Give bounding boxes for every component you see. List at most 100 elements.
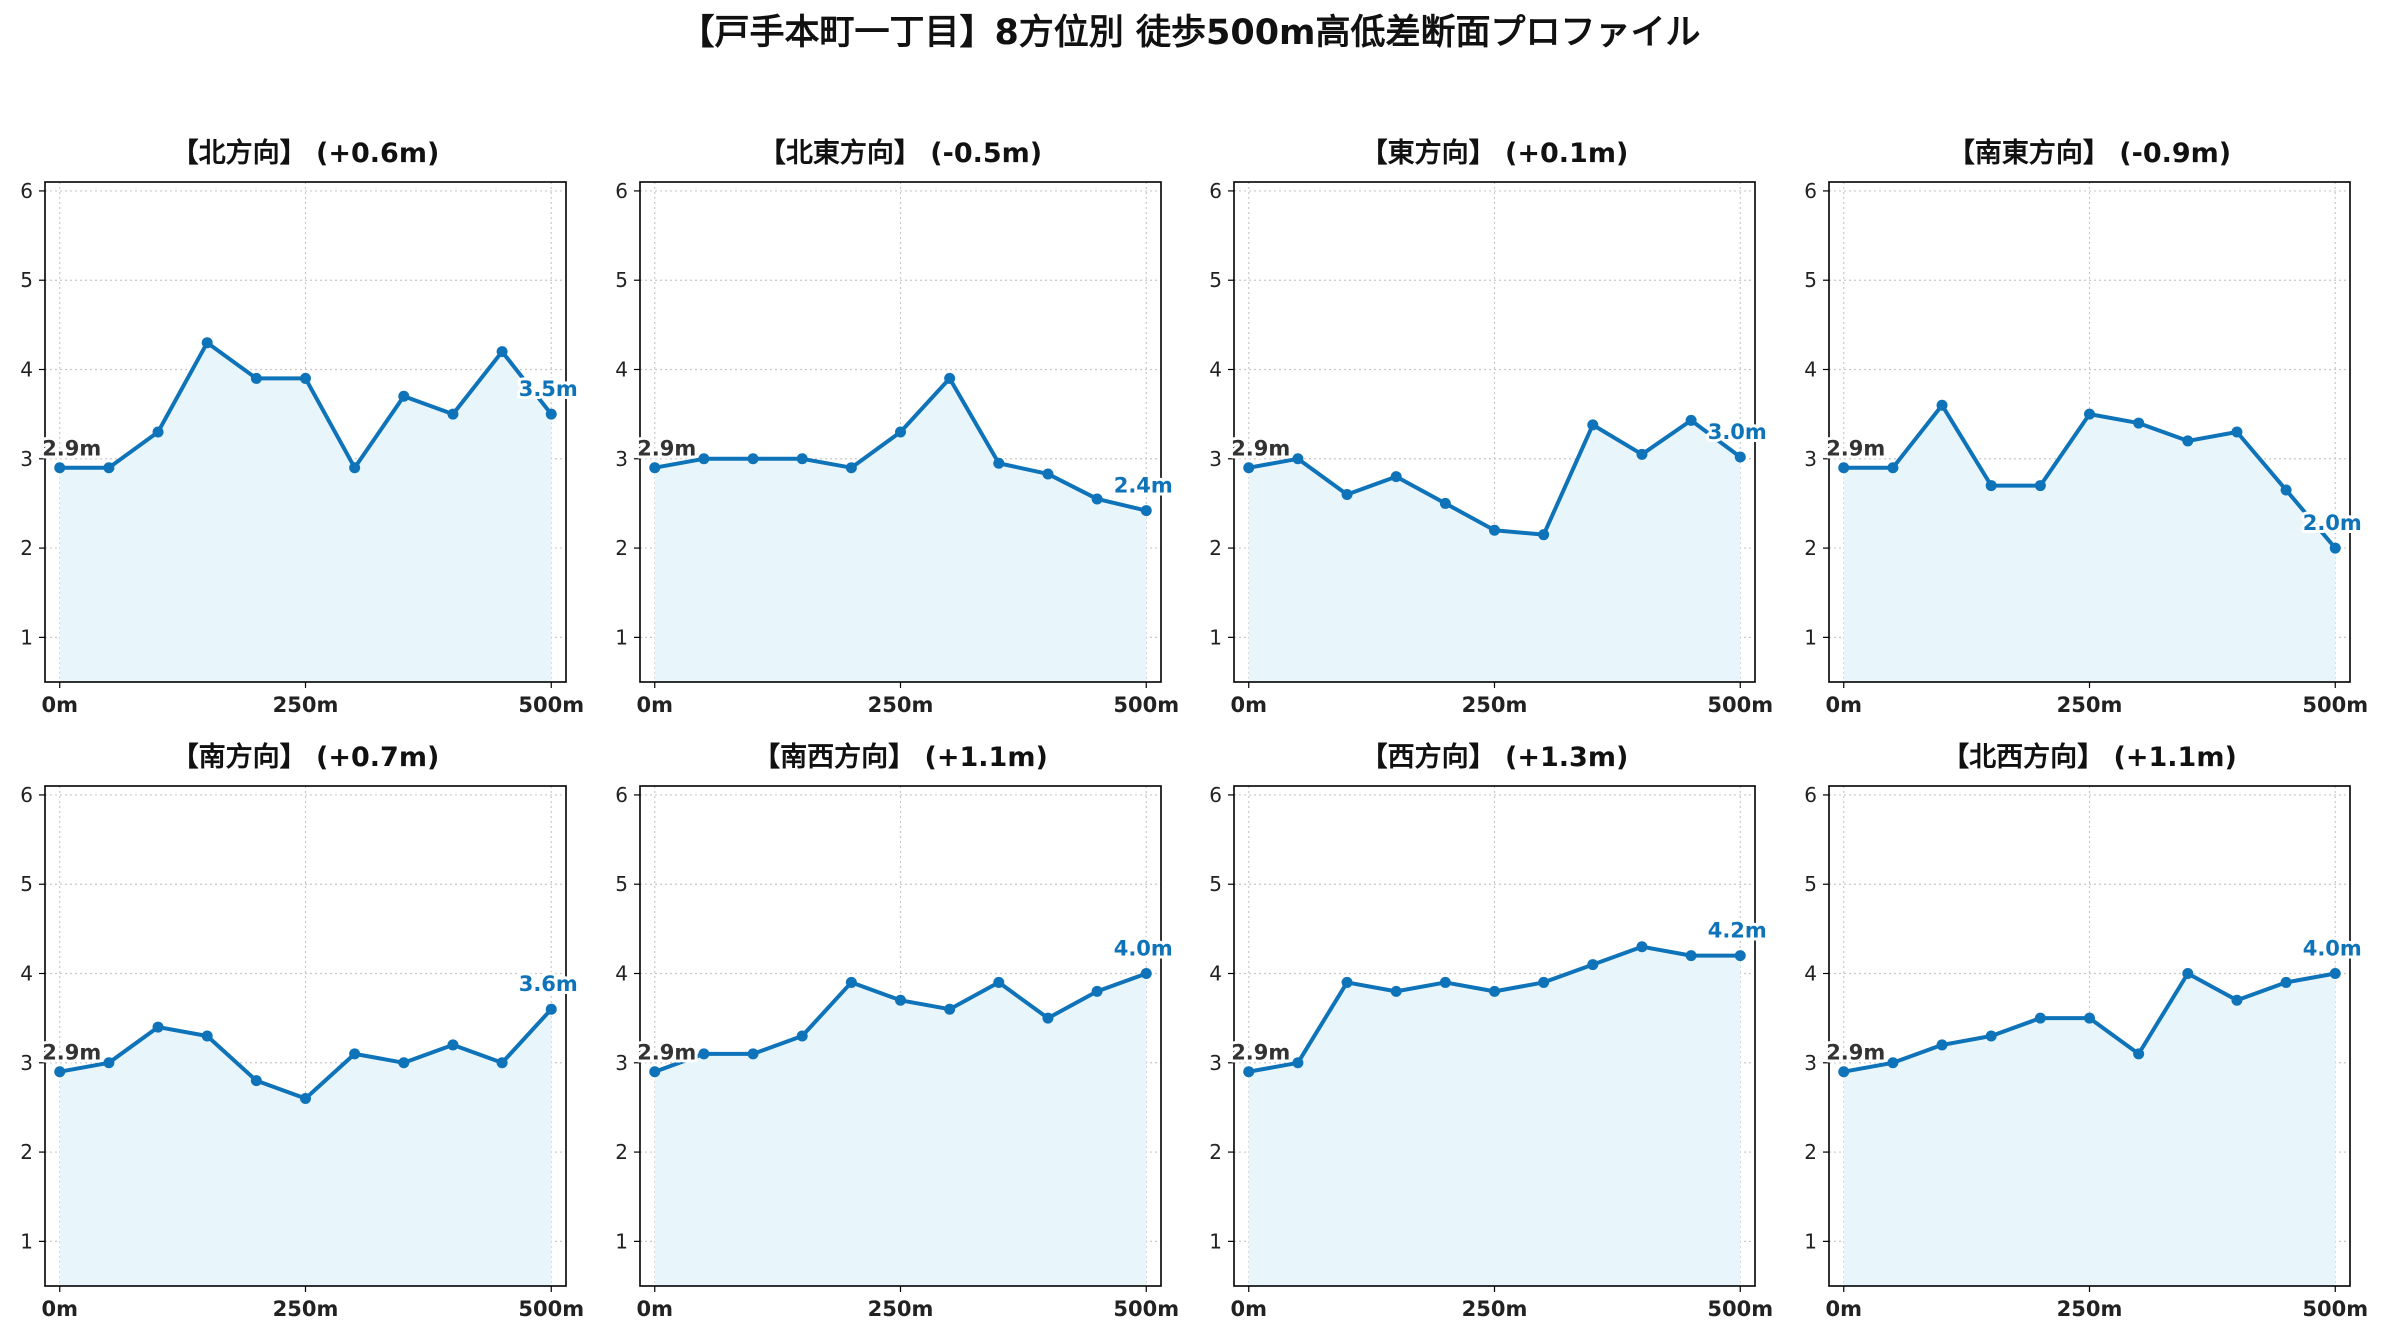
panel-title: 【北東方向】 (-0.5m) — [759, 137, 1042, 169]
end-label: 4.0m — [1114, 937, 1173, 961]
ytick-label: 1 — [1209, 625, 1222, 649]
data-point — [1439, 976, 1451, 988]
xtick-label: 500m — [518, 1297, 584, 1321]
ytick-label: 4 — [20, 358, 33, 382]
data-point — [1734, 451, 1746, 463]
panel-title: 【北西方向】 (+1.1m) — [1942, 741, 2237, 773]
data-point — [447, 408, 459, 420]
data-point — [1243, 1066, 1255, 1078]
area-fill — [1843, 973, 2336, 1286]
data-point — [201, 337, 213, 349]
data-point — [1587, 419, 1599, 431]
data-point — [2182, 435, 2194, 447]
ytick-label: 4 — [1804, 962, 1817, 986]
area-fill — [654, 973, 1147, 1286]
data-point — [2034, 480, 2046, 492]
ytick-label: 5 — [20, 872, 33, 896]
data-point — [747, 453, 759, 465]
ytick-label: 3 — [1209, 447, 1222, 471]
xtick-label: 250m — [1462, 693, 1528, 717]
data-point — [2084, 1012, 2095, 1024]
data-point — [1489, 524, 1500, 536]
panel-1: 【北東方向】 (-0.5m) 1 2 3 4 5 6 0m 250m 500m 2.9m 2.4m — [615, 137, 1179, 717]
panel-title: 【西方向】 (+1.3m) — [1361, 741, 1629, 773]
data-point — [1390, 471, 1402, 483]
data-point — [1538, 976, 1550, 988]
ytick-label: 3 — [615, 1051, 628, 1075]
axes-frame — [639, 785, 1162, 1287]
area-fill — [1843, 405, 2336, 682]
axes-frame — [44, 785, 567, 1287]
axes-frame — [1828, 181, 2351, 683]
panel-3: 【南東方向】 (-0.9m) 1 2 3 4 5 6 0m 250m 500m 2.9m 2.0m — [1804, 137, 2368, 717]
ytick-label: 1 — [1804, 625, 1817, 649]
xtick-label: 500m — [2302, 693, 2368, 717]
ytick-label: 5 — [1804, 872, 1817, 896]
panel-title: 【東方向】 (+0.1m) — [1361, 137, 1629, 169]
data-point — [2231, 994, 2243, 1006]
data-point — [1243, 462, 1255, 474]
end-label: 4.2m — [1708, 919, 1767, 943]
data-point — [1538, 529, 1550, 541]
ytick-label: 6 — [1804, 179, 1817, 203]
start-label: 2.9m — [1826, 1041, 1885, 1065]
ytick-label: 3 — [615, 447, 628, 471]
data-point — [698, 1048, 710, 1060]
start-label: 2.9m — [1826, 437, 1885, 461]
data-point — [201, 1030, 213, 1042]
data-point — [1636, 448, 1648, 460]
data-point — [2280, 976, 2292, 988]
data-point — [1887, 462, 1899, 474]
ytick-label: 5 — [615, 872, 628, 896]
data-point — [1887, 1057, 1899, 1069]
xtick-label: 0m — [1825, 693, 1862, 717]
axes-frame — [1233, 785, 1756, 1287]
ytick-label: 3 — [1804, 1051, 1817, 1075]
xtick-label: 0m — [1230, 693, 1267, 717]
ytick-label: 2 — [615, 536, 628, 560]
data-point — [845, 462, 857, 474]
panel-2: 【東方向】 (+0.1m) 1 2 3 4 5 6 0m 250m 500m 2.9m 3.0m — [1209, 137, 1773, 717]
data-point — [1636, 941, 1648, 953]
ytick-label: 1 — [1209, 1229, 1222, 1253]
panel-title: 【南西方向】 (+1.1m) — [753, 741, 1048, 773]
ytick-label: 1 — [615, 625, 628, 649]
data-point — [1091, 493, 1103, 505]
ytick-label: 3 — [20, 447, 33, 471]
data-point — [895, 994, 906, 1006]
area-fill — [1248, 420, 1741, 682]
ytick-label: 1 — [615, 1229, 628, 1253]
data-point — [545, 408, 557, 420]
ytick-label: 5 — [1209, 872, 1222, 896]
data-point — [349, 1048, 361, 1060]
ytick-label: 6 — [1804, 783, 1817, 807]
xtick-label: 250m — [868, 693, 934, 717]
ytick-label: 4 — [20, 962, 33, 986]
panel-4: 【南方向】 (+0.7m) 1 2 3 4 5 6 0m 250m 500m 2.9m 3.6m — [20, 741, 584, 1321]
data-point — [1042, 1012, 1054, 1024]
axes-frame — [1828, 785, 2351, 1287]
ytick-label: 5 — [1804, 268, 1817, 292]
ytick-label: 4 — [615, 962, 628, 986]
data-point — [1587, 959, 1599, 971]
data-point — [300, 1093, 311, 1104]
xtick-label: 500m — [1707, 693, 1773, 717]
end-label: 3.6m — [519, 972, 578, 996]
area-fill — [654, 378, 1147, 682]
xtick-label: 0m — [636, 693, 673, 717]
data-point — [250, 372, 262, 384]
ytick-label: 6 — [615, 783, 628, 807]
start-label: 2.9m — [1231, 437, 1290, 461]
ytick-label: 6 — [20, 179, 33, 203]
start-label: 2.9m — [42, 437, 101, 461]
data-point — [1985, 480, 1997, 492]
data-point — [1734, 950, 1746, 962]
figure-title: 【戸手本町一丁目】8方位別 徒歩500m高低差断面プロファイル — [679, 13, 1700, 53]
area-fill — [1248, 946, 1741, 1286]
data-point — [1936, 1039, 1948, 1051]
xtick-label: 500m — [2302, 1297, 2368, 1321]
data-point — [944, 372, 956, 384]
ytick-label: 3 — [1804, 447, 1817, 471]
